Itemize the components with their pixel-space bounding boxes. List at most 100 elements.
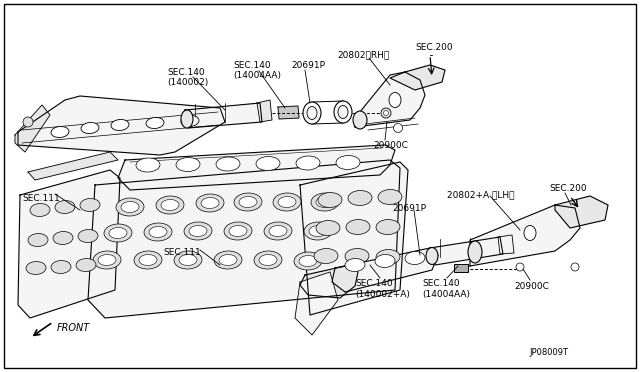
Polygon shape [28, 152, 118, 180]
Ellipse shape [309, 225, 327, 237]
Ellipse shape [161, 199, 179, 211]
Ellipse shape [176, 157, 200, 171]
Text: SEC.111: SEC.111 [22, 194, 60, 203]
Ellipse shape [104, 224, 132, 242]
Ellipse shape [134, 251, 162, 269]
Ellipse shape [336, 155, 360, 170]
Ellipse shape [55, 201, 75, 214]
Polygon shape [118, 145, 395, 190]
Ellipse shape [181, 115, 199, 126]
Ellipse shape [51, 126, 69, 138]
Ellipse shape [524, 225, 536, 241]
Ellipse shape [318, 192, 342, 208]
Ellipse shape [224, 222, 252, 240]
Text: (14004AA): (14004AA) [422, 290, 470, 299]
Ellipse shape [278, 196, 296, 208]
Polygon shape [555, 196, 608, 228]
Polygon shape [15, 105, 50, 152]
Polygon shape [390, 65, 445, 90]
Ellipse shape [348, 190, 372, 205]
Ellipse shape [376, 250, 400, 264]
Ellipse shape [174, 251, 202, 269]
Text: (140002): (140002) [167, 78, 208, 87]
Ellipse shape [181, 110, 193, 128]
Ellipse shape [405, 251, 425, 264]
Text: SEC.140: SEC.140 [355, 279, 392, 288]
Polygon shape [355, 72, 425, 127]
Circle shape [383, 110, 388, 115]
Ellipse shape [81, 122, 99, 134]
Ellipse shape [299, 256, 317, 266]
Text: 20900C: 20900C [373, 141, 408, 150]
Ellipse shape [303, 102, 321, 124]
Ellipse shape [76, 259, 96, 272]
Ellipse shape [184, 222, 212, 240]
Circle shape [571, 263, 579, 271]
Ellipse shape [179, 254, 197, 266]
Polygon shape [300, 162, 408, 315]
Ellipse shape [234, 193, 262, 211]
Text: (140002+A): (140002+A) [355, 290, 410, 299]
Ellipse shape [116, 198, 144, 216]
Ellipse shape [136, 158, 160, 172]
Ellipse shape [149, 227, 167, 237]
Circle shape [516, 263, 524, 271]
Ellipse shape [426, 247, 438, 264]
Ellipse shape [239, 196, 257, 208]
Ellipse shape [316, 221, 340, 235]
Text: 20691P: 20691P [291, 61, 325, 70]
Polygon shape [470, 205, 580, 266]
Ellipse shape [294, 252, 322, 270]
Polygon shape [18, 170, 120, 318]
Ellipse shape [378, 189, 402, 205]
Ellipse shape [375, 254, 395, 267]
Ellipse shape [196, 194, 224, 212]
Ellipse shape [229, 225, 247, 237]
Circle shape [381, 108, 391, 118]
Polygon shape [88, 160, 400, 318]
Ellipse shape [144, 223, 172, 241]
Polygon shape [18, 96, 225, 155]
Ellipse shape [254, 251, 282, 269]
Polygon shape [185, 103, 262, 128]
Text: SEC.200: SEC.200 [415, 43, 452, 52]
Text: SEC.140: SEC.140 [167, 68, 205, 77]
Ellipse shape [139, 254, 157, 266]
Text: 20900C: 20900C [514, 282, 549, 291]
Ellipse shape [111, 119, 129, 131]
Ellipse shape [121, 202, 139, 212]
Ellipse shape [334, 101, 352, 123]
Ellipse shape [219, 254, 237, 266]
Ellipse shape [146, 118, 164, 129]
Ellipse shape [98, 254, 116, 266]
Ellipse shape [53, 231, 73, 244]
Text: 20802〈RH〉: 20802〈RH〉 [337, 50, 389, 59]
Text: 20802+A 〈LH〉: 20802+A 〈LH〉 [447, 190, 515, 199]
Ellipse shape [26, 262, 46, 275]
Ellipse shape [201, 198, 219, 208]
Ellipse shape [307, 106, 317, 119]
Ellipse shape [214, 251, 242, 269]
Ellipse shape [80, 199, 100, 212]
Polygon shape [300, 265, 358, 298]
Ellipse shape [264, 222, 292, 240]
Ellipse shape [376, 219, 400, 234]
Ellipse shape [28, 234, 48, 247]
Text: SEC.140: SEC.140 [233, 61, 271, 70]
Ellipse shape [256, 157, 280, 170]
Ellipse shape [311, 193, 339, 211]
Ellipse shape [259, 254, 277, 266]
Ellipse shape [51, 260, 71, 273]
Ellipse shape [156, 196, 184, 214]
Ellipse shape [353, 111, 367, 129]
Text: JP08009T: JP08009T [529, 348, 568, 357]
Ellipse shape [273, 193, 301, 211]
Text: 20691P: 20691P [392, 204, 426, 213]
Ellipse shape [269, 225, 287, 237]
Ellipse shape [189, 225, 207, 237]
Ellipse shape [216, 157, 240, 171]
Polygon shape [430, 237, 503, 265]
Text: SEC.140: SEC.140 [422, 279, 460, 288]
Ellipse shape [389, 93, 401, 108]
Ellipse shape [30, 203, 50, 217]
